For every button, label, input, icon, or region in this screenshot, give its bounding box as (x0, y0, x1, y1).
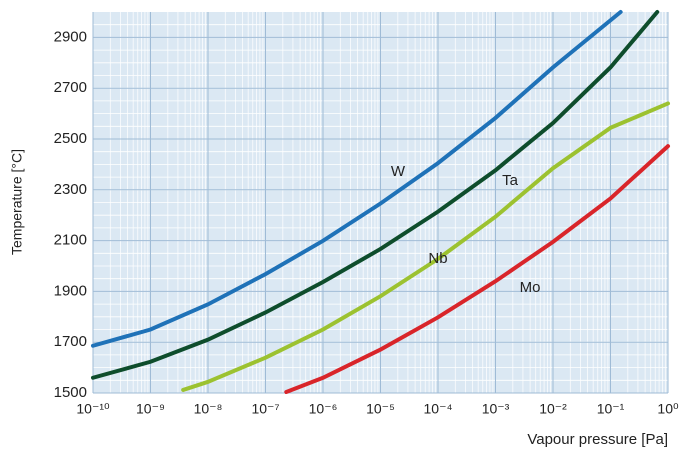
x-axis-label: Vapour pressure [Pa] (527, 431, 668, 448)
y-tick-label: 2900 (54, 28, 87, 45)
series-line (284, 144, 670, 394)
x-tick-label: 10⁻⁶ (309, 401, 338, 417)
series-label: Ta (502, 172, 519, 189)
series-line (181, 101, 670, 392)
x-tick-label: 10⁻² (539, 401, 567, 417)
x-tick-label: 10⁻¹ (597, 401, 625, 417)
x-tick-label: 10⁻⁵ (366, 401, 395, 417)
y-tick-label: 2300 (54, 181, 87, 198)
y-tick-label: 2100 (54, 232, 87, 249)
y-tick-label: 1500 (54, 384, 87, 401)
series-label: Mo (520, 279, 541, 296)
series-label: W (391, 163, 406, 180)
x-tick-label: 10⁻³ (482, 401, 510, 417)
y-axis-label: Temperature [°C] (9, 149, 25, 255)
y-tick-label: 2500 (54, 130, 87, 147)
x-tick-label: 10⁻⁷ (251, 401, 279, 417)
x-tick-label: 10⁻¹⁰ (76, 401, 110, 417)
y-tick-label: 1900 (54, 282, 87, 299)
x-tick-label: 10⁰ (657, 401, 679, 417)
x-tick-label: 10⁻⁴ (424, 401, 453, 417)
series-line (91, 10, 623, 348)
x-tick-label: 10⁻⁹ (136, 401, 165, 417)
lines (91, 10, 670, 394)
series-line (91, 10, 660, 380)
x-tick-label: 10⁻⁸ (194, 401, 223, 417)
y-tick-label: 2700 (54, 79, 87, 96)
series-label: Nb (428, 250, 447, 267)
y-tick-label: 1700 (54, 333, 87, 350)
